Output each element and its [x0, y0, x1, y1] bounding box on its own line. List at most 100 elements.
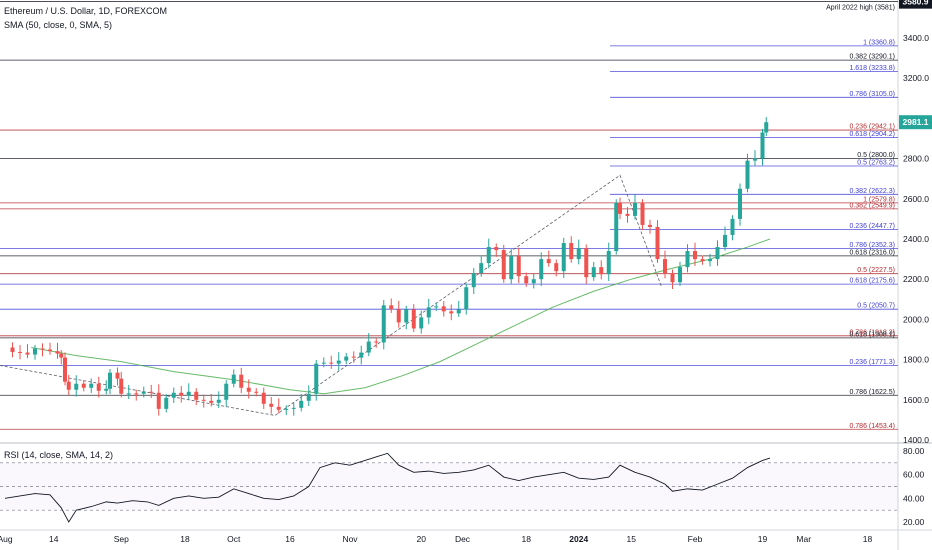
time-tick-label: Nov	[342, 534, 358, 544]
candle-body	[539, 259, 544, 280]
candle-body	[554, 263, 559, 272]
candle-body	[261, 392, 266, 404]
candle-body	[104, 388, 109, 391]
candle-body	[299, 400, 304, 408]
candle-body	[753, 158, 757, 161]
candle-body	[126, 393, 131, 395]
price-tick-label: 2600.0	[903, 194, 929, 204]
candle-body	[351, 356, 356, 358]
candle-body	[576, 248, 581, 260]
candle-body	[715, 247, 720, 260]
candle-body	[546, 259, 551, 264]
level-annotation: 0.786 (1453.4)	[849, 423, 895, 430]
candle-body	[201, 399, 206, 401]
rsi-legend: RSI (14, close, SMA, 14, 2)	[4, 450, 114, 460]
time-tick-label: Sep	[114, 534, 129, 544]
time-tick-label: 19	[758, 534, 768, 544]
candle-body	[464, 287, 469, 310]
candle-body	[10, 347, 15, 352]
level-annotation: 0.618 (2904.2)	[849, 131, 895, 138]
candle-body	[209, 400, 214, 403]
candle-body	[74, 383, 79, 390]
candle-body	[663, 259, 667, 274]
candle-body	[48, 349, 52, 352]
candle-body	[449, 311, 454, 314]
candle-body	[33, 348, 37, 355]
level-annotation: 0.5 (2050.7)	[857, 303, 895, 310]
price-tick-label: 2000.0	[903, 314, 929, 324]
candle-body	[374, 341, 379, 343]
level-annotation: 0.236 (1771.3)	[849, 359, 895, 366]
candle-body	[633, 202, 637, 216]
candle-body	[164, 397, 169, 409]
rsi-tick-label: 40.00	[903, 493, 925, 503]
candle-body	[456, 309, 461, 314]
level-annotation: 0.618 (1908.1)	[849, 331, 895, 338]
candle-body	[171, 392, 176, 398]
candle-body	[516, 256, 521, 277]
candle-body	[284, 408, 289, 410]
candle-body	[441, 306, 446, 312]
candle-body	[344, 356, 349, 361]
candle-body	[625, 213, 630, 216]
candle-body	[524, 276, 529, 284]
candle-body	[531, 279, 536, 284]
candle-body	[426, 307, 431, 318]
candle-body	[134, 393, 139, 395]
level-annotation: 0.5 (2800.0)	[857, 152, 895, 159]
level-annotation: 1 (2579.8)	[863, 196, 895, 203]
candle-body	[693, 251, 697, 260]
candle-body	[66, 381, 71, 390]
time-tick-label: 14	[49, 534, 59, 544]
candle-body	[40, 348, 45, 350]
price-tick-label: 2800.0	[903, 154, 929, 164]
candle-body	[216, 399, 221, 403]
candle-body	[291, 407, 296, 409]
time-tick-label: Mar	[796, 534, 811, 544]
candle-body	[584, 248, 589, 278]
candle-body	[599, 267, 604, 275]
candle-body	[494, 247, 499, 251]
candle-body	[501, 250, 506, 280]
sma-legend: SMA (50, close, 0, SMA, 5)	[4, 20, 113, 30]
candle-body	[18, 351, 22, 353]
candle-body	[141, 391, 146, 394]
price-tag-label: 3580.9	[903, 0, 929, 7]
candle-body	[745, 160, 750, 189]
candle-body	[648, 224, 652, 227]
candle-body	[434, 306, 439, 308]
candle-body	[254, 391, 259, 393]
time-tick-label: 15	[627, 534, 637, 544]
price-tick-label: 2200.0	[903, 274, 929, 284]
candle-body	[381, 305, 386, 343]
time-tick-label: 20	[417, 534, 427, 544]
time-tick-label: 16	[285, 534, 295, 544]
level-annotation: 0.786 (1622.5)	[849, 389, 895, 396]
candle-body	[411, 309, 416, 329]
candle-body	[246, 387, 251, 392]
candle-body	[738, 188, 742, 219]
candle-body	[471, 273, 476, 288]
price-tick-label: 1400.0	[903, 435, 929, 445]
candle-body	[359, 352, 364, 358]
candle-body	[723, 234, 727, 248]
candle-body	[640, 202, 645, 225]
candle-body	[700, 259, 705, 262]
candle-body	[606, 251, 611, 275]
level-annotation: 1 (3360.8)	[863, 39, 895, 46]
time-tick-label: 18	[863, 534, 873, 544]
price-tag-box	[899, 0, 932, 9]
candle-body	[156, 392, 161, 409]
candle-body	[63, 357, 67, 382]
candle-body	[96, 383, 101, 391]
candle-body	[389, 305, 394, 310]
candle-body	[186, 391, 191, 396]
time-tick-label: Oct	[227, 534, 241, 544]
price-tick-label: 2400.0	[903, 234, 929, 244]
candle-body	[269, 403, 274, 407]
rsi-tick-label: 20.00	[903, 517, 925, 527]
candle-body	[614, 202, 619, 252]
level-annotation: 0.236 (2447.7)	[849, 223, 895, 230]
level-annotation: 0.5 (2227.5)	[857, 267, 895, 274]
